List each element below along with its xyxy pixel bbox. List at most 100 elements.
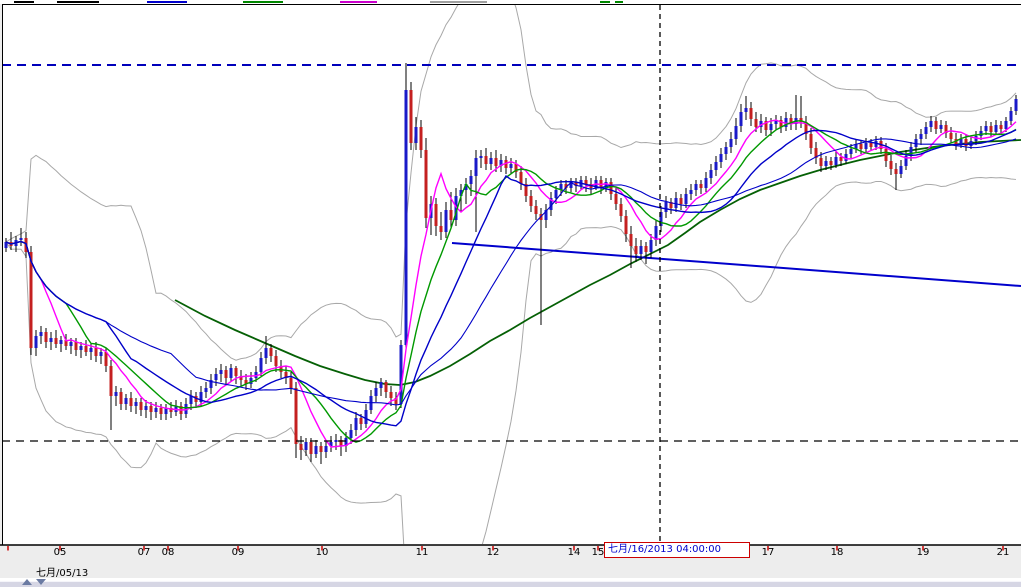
candle-body — [244, 380, 248, 384]
candle-body — [859, 144, 863, 149]
candle-body — [909, 147, 913, 156]
candle-body — [324, 446, 328, 452]
candle-body — [414, 127, 418, 143]
ma-slower-blue — [5, 138, 1017, 406]
scroll-up-icon[interactable] — [22, 579, 32, 585]
chart-layers — [4, 5, 1021, 544]
candle-body — [889, 161, 893, 169]
candle-body — [49, 338, 53, 342]
candle-body — [364, 410, 368, 424]
candle-body — [734, 126, 738, 139]
crosshair-time-label: 七月/16/2013 04:00:00 — [604, 542, 750, 558]
candle-body — [264, 348, 268, 358]
candle-body — [144, 406, 148, 410]
candle-body — [354, 418, 358, 430]
candle-body — [274, 356, 278, 366]
candle-body — [979, 131, 983, 136]
candle-body — [524, 184, 528, 196]
candle-body — [479, 156, 483, 158]
candle-body — [154, 408, 158, 412]
legend-text-fragment — [57, 1, 99, 3]
candle-body — [774, 120, 778, 124]
candle-body — [89, 348, 93, 352]
candle-body — [319, 446, 323, 452]
candle-body — [819, 158, 823, 166]
candle-body — [499, 160, 503, 166]
candle-body — [109, 366, 113, 396]
candle-body — [329, 442, 333, 446]
candle-body — [129, 398, 133, 406]
candle-body — [434, 204, 438, 226]
candle-body — [814, 148, 818, 158]
candle-body — [74, 342, 78, 350]
candle-body — [44, 332, 48, 342]
candle-body — [334, 440, 338, 442]
candle-body — [999, 125, 1003, 129]
plot-background — [2, 4, 1021, 545]
candle-body — [199, 392, 203, 402]
candle-body — [769, 124, 773, 130]
candle-body — [669, 202, 673, 208]
candle-body — [609, 182, 613, 194]
candle-body — [719, 154, 723, 162]
ma-fast-magenta — [5, 119, 1017, 448]
candle-body — [624, 216, 628, 234]
candle-body — [209, 380, 213, 388]
candle-body — [289, 378, 293, 388]
candle-body — [409, 90, 413, 143]
candle-body — [994, 125, 998, 132]
candle-body — [959, 139, 963, 145]
candle-body — [964, 139, 968, 146]
candle-body — [1004, 121, 1008, 129]
candle-body — [224, 370, 228, 378]
candle-body — [824, 161, 828, 166]
candle-body — [229, 368, 233, 378]
candle-body — [219, 370, 223, 374]
candle-body — [249, 378, 253, 384]
candle-body — [314, 446, 318, 454]
candle-body — [569, 182, 573, 188]
candle-body — [114, 392, 118, 396]
time-axis: 05 07 08 09 10 11 12 14 15 17 18 19 21 — [0, 547, 1021, 561]
axis-tick-label: 19 — [916, 547, 930, 558]
candle-body — [464, 184, 468, 190]
candle-body — [564, 184, 568, 188]
candle-body — [764, 121, 768, 130]
long-term-ma-darkgreen — [174, 139, 1021, 386]
candle-body — [809, 134, 813, 148]
candle-body — [554, 190, 558, 198]
candle-body — [469, 176, 473, 184]
candle-body — [899, 166, 903, 174]
axis-tick-label: 08 — [161, 547, 175, 558]
candle-body — [854, 144, 858, 149]
candle-body — [744, 108, 748, 112]
candle-body — [214, 374, 218, 380]
scroll-down-icon[interactable] — [36, 579, 46, 585]
candle-body — [784, 118, 788, 127]
candle-body — [789, 118, 793, 124]
candle-body — [649, 240, 653, 252]
candle-body — [4, 242, 8, 248]
candle-body — [759, 121, 763, 127]
scrollbar-track[interactable] — [0, 581, 1021, 587]
candle-body — [119, 392, 123, 404]
candle-body — [459, 190, 463, 196]
candle-body — [439, 226, 443, 232]
legend-text-fragment — [243, 1, 283, 3]
bollinger-upper-band — [5, 5, 1017, 361]
candle-body — [904, 156, 908, 166]
horizontal-scrollbar[interactable] — [0, 578, 1021, 587]
candle-body — [894, 169, 898, 174]
candle-body — [169, 408, 173, 412]
candle-body — [34, 336, 38, 348]
candle-body — [614, 194, 618, 204]
candle-body — [1009, 111, 1013, 121]
candle-body — [864, 143, 868, 149]
candle-body — [919, 134, 923, 139]
axis-tick-label: 10 — [315, 547, 329, 558]
candle-body — [269, 348, 273, 356]
candle-body — [484, 156, 488, 164]
candle-body — [99, 352, 103, 356]
axis-tick-label: 17 — [761, 547, 775, 558]
